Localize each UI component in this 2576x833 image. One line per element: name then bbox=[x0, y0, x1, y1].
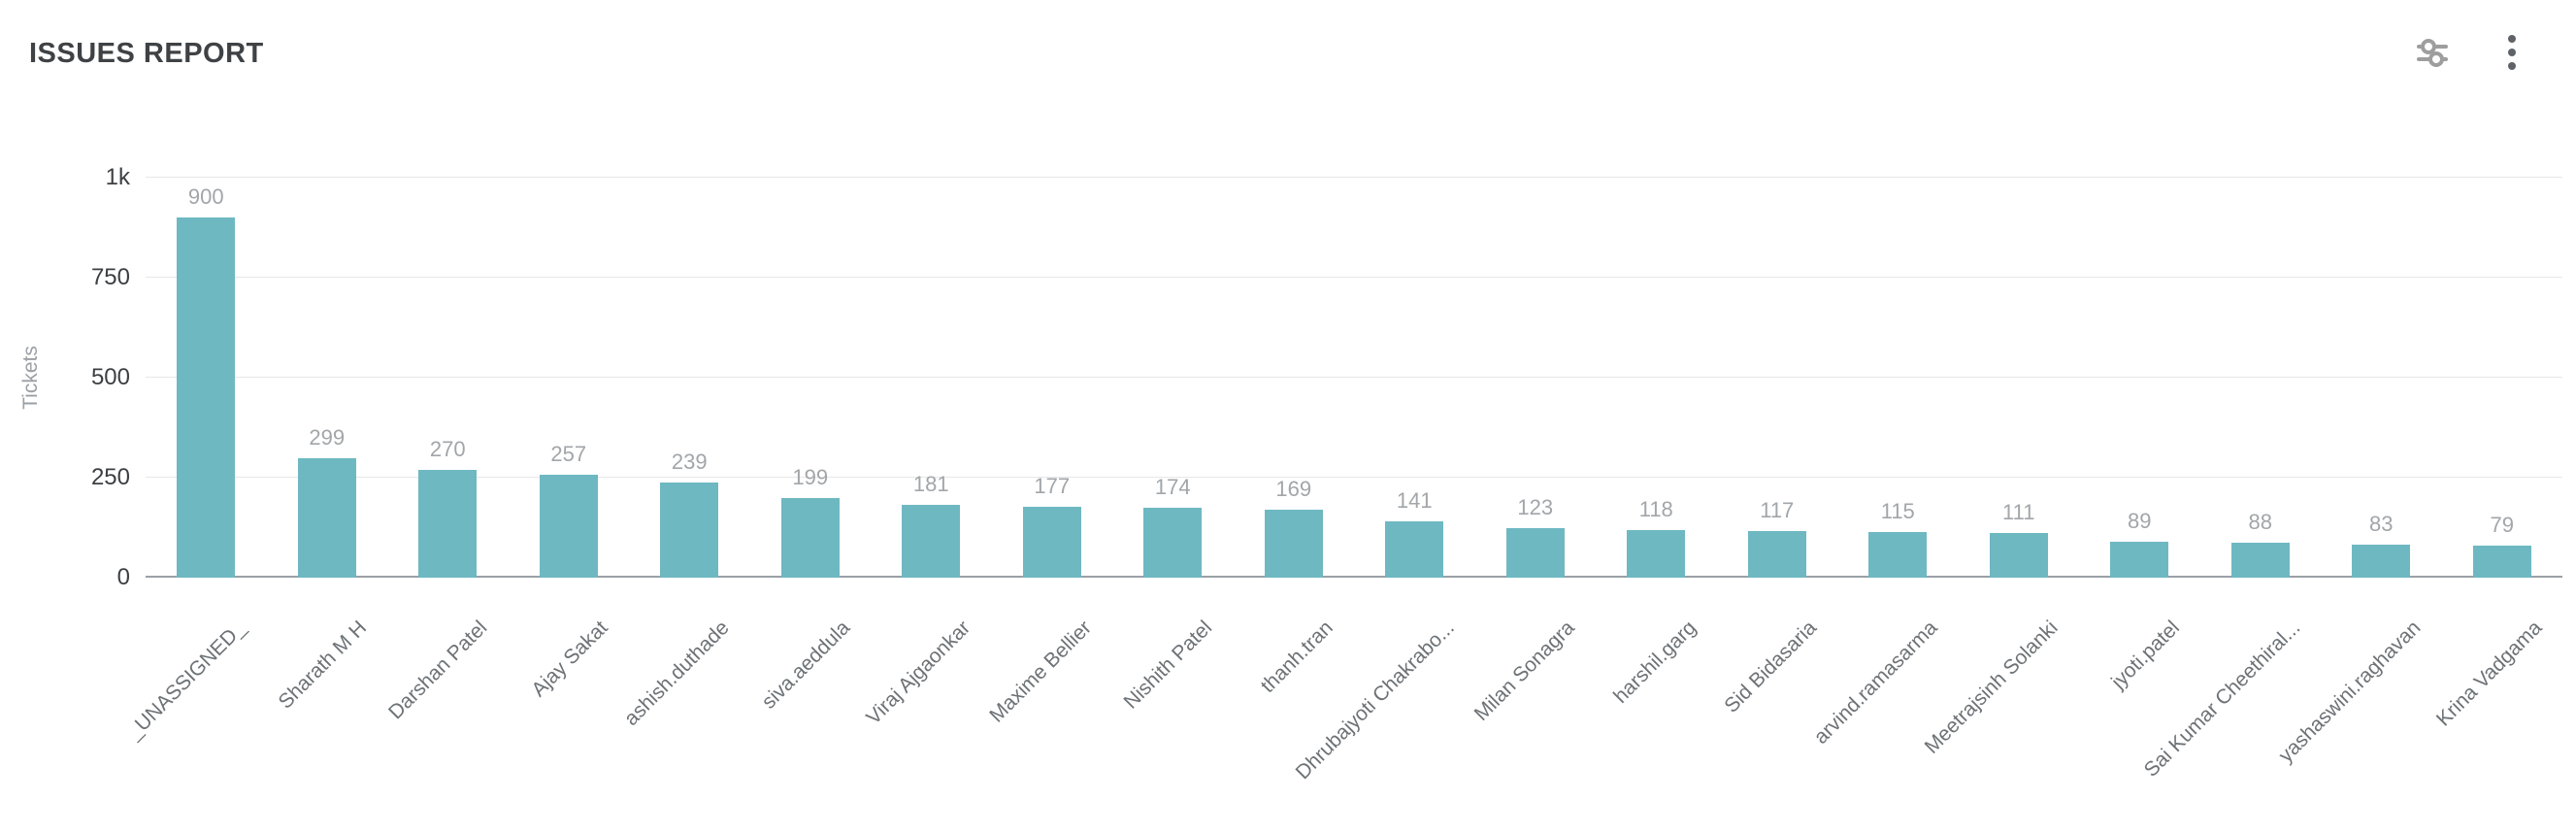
bar-value-label: 239 bbox=[671, 449, 708, 474]
bar-slot: 83 yashaswini.raghavan bbox=[2275, 178, 2442, 767]
bar-slot: 89 jyoti.patel bbox=[2079, 178, 2200, 693]
bar[interactable] bbox=[2110, 542, 2169, 578]
bar-value-label: 111 bbox=[2002, 500, 2035, 525]
gridline bbox=[146, 377, 2562, 378]
kebab-menu-icon bbox=[2507, 33, 2517, 75]
bar-slot: 115 arvind.ramasarma bbox=[1810, 178, 1959, 749]
bar[interactable] bbox=[660, 482, 719, 578]
x-axis-tick-label: Sid Bidasaria bbox=[1720, 616, 1822, 717]
x-axis-tick-label: thanh.tran bbox=[1256, 616, 1338, 698]
bar-value-label: 118 bbox=[1638, 497, 1673, 522]
bar-slot: 239 ashish.duthade bbox=[620, 178, 750, 730]
filter-sliders-button[interactable] bbox=[2411, 32, 2454, 75]
x-axis-tick-label: Sharath M H bbox=[274, 616, 372, 714]
bar[interactable] bbox=[1385, 520, 1444, 578]
bar[interactable] bbox=[1505, 528, 1565, 578]
x-axis-tick-label: Nishith Patel bbox=[1119, 616, 1217, 714]
bar-slot: 257 Ajay Sakat bbox=[509, 178, 630, 701]
y-axis-tick-label: 500 bbox=[90, 364, 130, 390]
bar-slot: 141 Dhrubajyoti Chakrabo... bbox=[1291, 178, 1475, 783]
bar-slot: 118 harshil.garg bbox=[1596, 178, 1717, 707]
x-axis-tick-label: harshil.garg bbox=[1608, 616, 1701, 708]
gridline bbox=[146, 477, 2562, 478]
bar[interactable] bbox=[177, 217, 236, 578]
header-actions bbox=[2411, 32, 2533, 75]
bar-value-label: 270 bbox=[429, 436, 466, 461]
page-title: ISSUES REPORT bbox=[29, 37, 264, 69]
bar-slot: 111 Meetrajsinh Solanki bbox=[1921, 178, 2080, 758]
bar[interactable] bbox=[2472, 546, 2531, 578]
x-axis-tick-label: _UNASSIGNED_ bbox=[122, 616, 250, 744]
y-axis-tick-label: 1k bbox=[105, 164, 130, 190]
plot-area: 0 250 500 750 1k 900 _UNASSIGNED_ 299 Sharath M … bbox=[91, 166, 2563, 783]
bar[interactable] bbox=[1627, 530, 1686, 578]
bar[interactable] bbox=[902, 505, 961, 578]
bar-value-label: 141 bbox=[1396, 487, 1433, 513]
x-axis-tick-label: Meetrajsinh Solanki bbox=[1921, 616, 2064, 758]
bar[interactable] bbox=[539, 475, 598, 578]
bar-slot: 900 _UNASSIGNED_ bbox=[123, 178, 267, 744]
bar-value-label: 83 bbox=[2369, 511, 2394, 536]
bar-slot: 169 thanh.tran bbox=[1234, 178, 1355, 697]
bar-value-label: 89 bbox=[2128, 509, 2152, 534]
bar-value-label: 257 bbox=[550, 442, 587, 467]
y-axis-tick-label: 0 bbox=[116, 564, 130, 590]
x-axis-tick-label: siva.aeddula bbox=[757, 616, 855, 714]
bar[interactable] bbox=[418, 469, 478, 578]
x-axis-baseline bbox=[146, 576, 2562, 578]
bar[interactable] bbox=[1143, 508, 1203, 578]
bar-value-label: 299 bbox=[309, 424, 346, 450]
bar-slot: 88 Sai Kumar Cheethiral... bbox=[2139, 178, 2322, 782]
bar-value-label: 177 bbox=[1034, 474, 1071, 499]
bar-slot: 117 Sid Bidasaria bbox=[1717, 178, 1838, 717]
bar[interactable] bbox=[2230, 542, 2290, 578]
bar-slot: 174 Nishith Patel bbox=[1112, 178, 1234, 713]
y-axis-tick-label: 250 bbox=[90, 464, 130, 490]
bar-value-label: 181 bbox=[912, 472, 949, 497]
bar[interactable] bbox=[297, 457, 356, 578]
x-axis-tick-label: Viraj Ajgaonkar bbox=[862, 616, 975, 729]
bar-slot: 299 Sharath M H bbox=[267, 178, 388, 714]
bar[interactable] bbox=[1868, 531, 1928, 578]
bar[interactable] bbox=[1747, 530, 1806, 578]
bar[interactable] bbox=[1264, 510, 1323, 578]
x-axis-tick-label: Maxime Bellier bbox=[985, 616, 1097, 727]
bar-value-label: 88 bbox=[2248, 509, 2272, 534]
bar-slot: 181 Viraj Ajgaonkar bbox=[863, 178, 992, 728]
x-axis-tick-label: Krina Vadgama bbox=[2431, 616, 2547, 731]
bar-value-label: 169 bbox=[1275, 477, 1312, 502]
bar-value-label: 199 bbox=[792, 465, 829, 490]
bar[interactable] bbox=[780, 498, 840, 578]
bar[interactable] bbox=[1989, 533, 2048, 578]
bar-slot: 177 Maxime Bellier bbox=[985, 178, 1113, 727]
bar-value-label: 174 bbox=[1154, 475, 1191, 500]
bar-slot: 199 siva.aeddula bbox=[750, 178, 872, 714]
gridline bbox=[146, 177, 2562, 178]
x-axis-tick-label: Milan Sonagra bbox=[1470, 616, 1580, 726]
bar-slot: 270 Darshan Patel bbox=[384, 178, 509, 724]
more-options-button[interactable] bbox=[2491, 32, 2533, 75]
bar-value-label: 123 bbox=[1517, 495, 1554, 520]
bar-slot: 79 Krina Vadgama bbox=[2431, 178, 2563, 730]
x-axis-tick-label: jyoti.patel bbox=[2106, 616, 2184, 693]
x-axis-tick-label: arvind.ramasarma bbox=[1809, 616, 1942, 749]
y-axis-tick-label: 750 bbox=[90, 264, 130, 290]
x-axis-tick-label: ashish.duthade bbox=[619, 616, 734, 730]
bar-value-label: 117 bbox=[1760, 497, 1795, 522]
x-axis-tick-label: Darshan Patel bbox=[384, 616, 492, 724]
x-axis-tick-label: Ajay Sakat bbox=[527, 616, 613, 702]
bar-slot: 123 Milan Sonagra bbox=[1470, 178, 1597, 725]
bar-value-label: 115 bbox=[1880, 498, 1915, 523]
bar-value-label: 900 bbox=[187, 184, 224, 210]
bar[interactable] bbox=[1022, 507, 1081, 578]
bar-value-label: 79 bbox=[2490, 513, 2514, 538]
card-header: ISSUES REPORT bbox=[0, 0, 2576, 107]
filter-sliders-icon bbox=[2416, 36, 2449, 72]
gridline bbox=[146, 277, 2562, 278]
bar[interactable] bbox=[2352, 544, 2411, 578]
